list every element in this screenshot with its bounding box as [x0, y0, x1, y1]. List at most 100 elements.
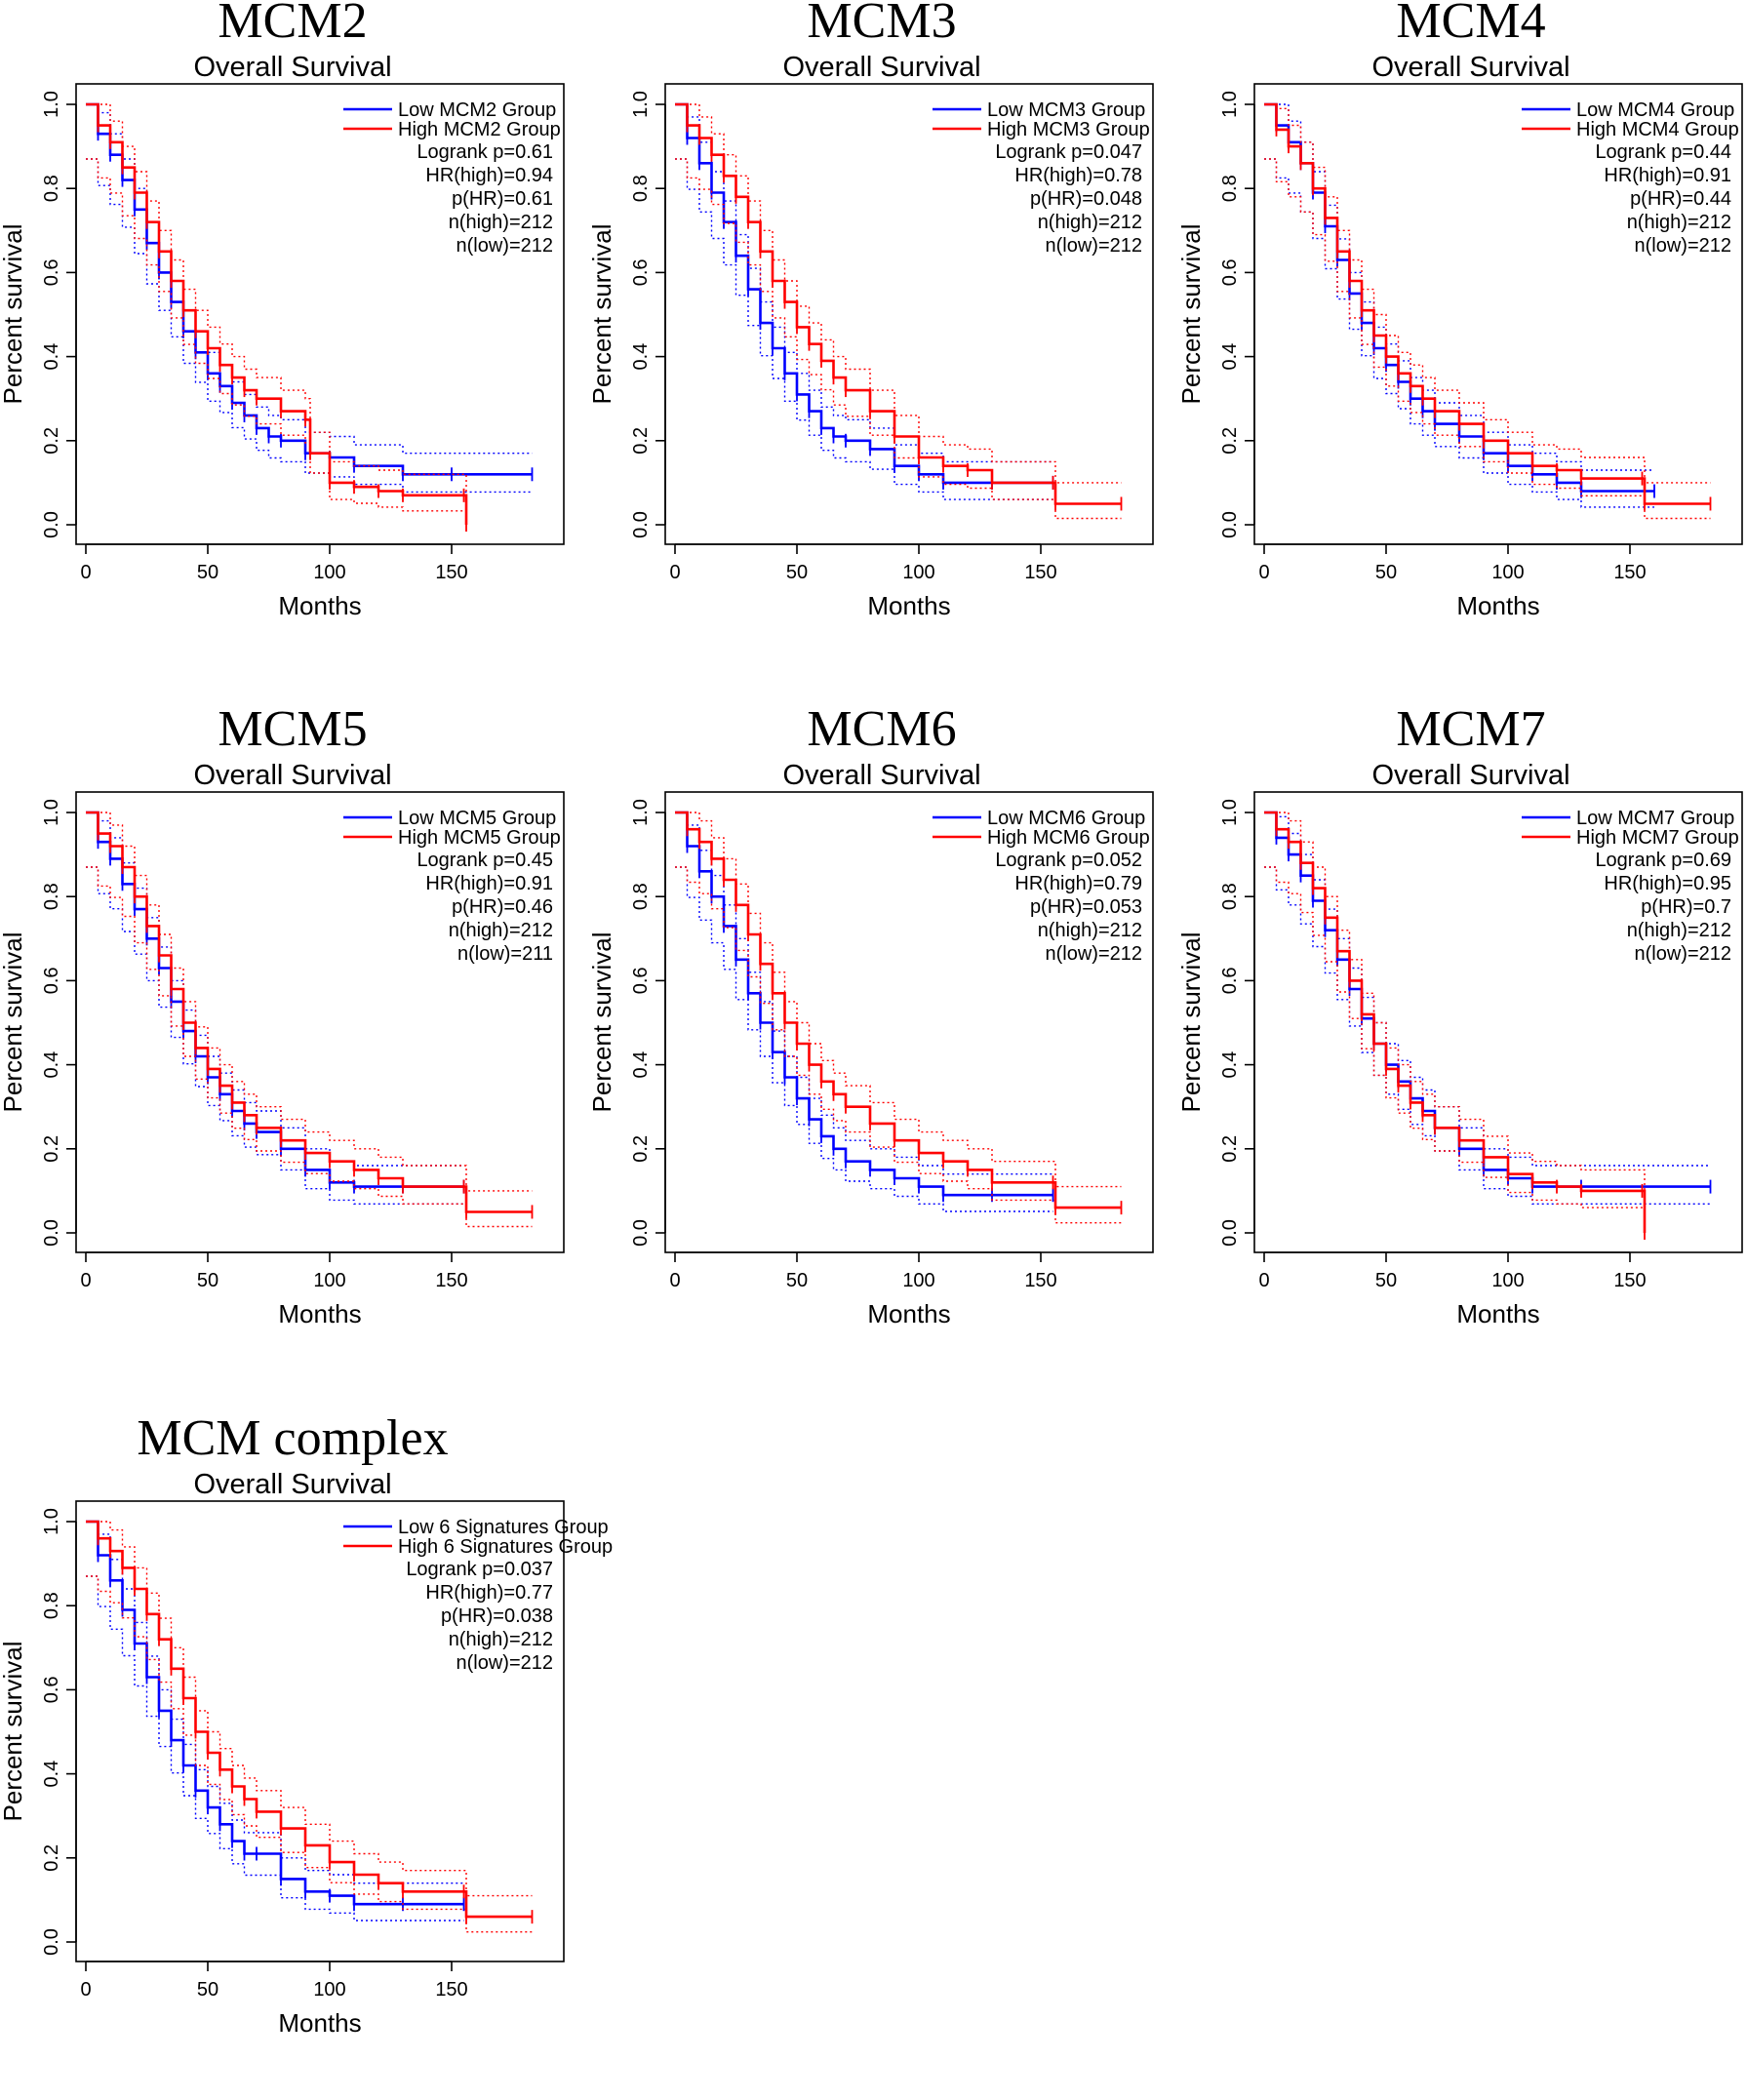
y-tick-label: 0.4 — [41, 343, 62, 371]
stat-label: Logrank p=0.69 — [1595, 850, 1731, 871]
y-tick-label: 0.6 — [41, 258, 62, 286]
y-tick-label: 1.0 — [630, 799, 652, 826]
y-tick-label: 0.2 — [41, 1844, 62, 1872]
survival-curve-high-mcm7-group — [1264, 811, 1647, 1233]
y-tick-label: 0.4 — [630, 1051, 652, 1079]
x-axis-label: Months — [867, 591, 950, 620]
y-tick-label: 0.2 — [41, 427, 62, 455]
stat-label: n(low)=212 — [1634, 943, 1731, 965]
x-axis-label: Months — [278, 2008, 361, 2038]
legend-label: High MCM5 Group — [398, 827, 561, 849]
y-axis-label: Percent survival — [587, 932, 616, 1113]
stat-label: n(high)=212 — [449, 1629, 553, 1650]
y-tick-label: 0.8 — [41, 175, 62, 202]
gene-title: MCM5 — [218, 701, 367, 757]
survival-curve-high-mcm6-group — [675, 811, 1122, 1209]
y-tick-label: 0.2 — [1219, 427, 1241, 455]
x-tick-label: 100 — [313, 1270, 345, 1291]
lower-ci-low-mcm5-group — [86, 866, 464, 1205]
km-panel-mcm5: MCM5 Overall Survival 0 50 100 150 Months 0.0 0.… — [0, 701, 585, 1391]
x-tick-label: 150 — [435, 562, 467, 583]
km-panel-mcm6: MCM6 Overall Survival 0 50 100 150 Months 0.0 0.… — [587, 701, 1174, 1391]
stat-label: p(HR)=0.7 — [1641, 896, 1731, 918]
y-tick-label: 0.0 — [630, 1219, 652, 1247]
y-tick-label: 0.0 — [630, 511, 652, 538]
x-axis-label: Months — [278, 1299, 361, 1328]
y-tick-label: 0.2 — [630, 1135, 652, 1163]
stat-label: n(low)=212 — [456, 235, 553, 257]
upper-ci-low-mcm5-group — [86, 812, 464, 1167]
legend-label: High MCM6 Group — [987, 827, 1150, 849]
legend-label: High MCM4 Group — [1576, 119, 1739, 140]
stat-label: HR(high)=0.94 — [425, 165, 553, 186]
legend-label: High 6 Signatures Group — [398, 1536, 613, 1558]
survival-curve-high-mcm2-group — [86, 102, 468, 525]
y-tick-label: 0.4 — [41, 1051, 62, 1079]
y-tick-label: 0.6 — [41, 967, 62, 994]
y-tick-label: 1.0 — [41, 1508, 62, 1535]
legend-label: Low MCM4 Group — [1576, 99, 1734, 121]
stat-label: n(high)=212 — [1627, 212, 1731, 233]
y-axis-label: Percent survival — [0, 224, 27, 405]
y-tick-label: 1.0 — [630, 91, 652, 118]
y-tick-label: 0.8 — [41, 1592, 62, 1619]
y-tick-label: 0.6 — [1219, 258, 1241, 286]
legend-label: Low MCM7 Group — [1576, 808, 1734, 829]
stat-label: n(high)=212 — [1038, 920, 1142, 941]
y-tick-label: 0.6 — [41, 1676, 62, 1703]
stat-label: p(HR)=0.61 — [452, 188, 553, 210]
y-tick-label: 0.2 — [1219, 1135, 1241, 1163]
y-tick-label: 1.0 — [1219, 799, 1241, 826]
y-tick-label: 0.4 — [630, 343, 652, 371]
upper-ci-high-mcm6-group — [675, 812, 1122, 1188]
y-axis-label: Percent survival — [1176, 932, 1206, 1113]
gene-title: MCM3 — [807, 0, 956, 49]
legend-label: Low MCM3 Group — [987, 99, 1145, 121]
legend-label: High MCM7 Group — [1576, 827, 1739, 849]
y-tick-label: 0.2 — [630, 427, 652, 455]
x-tick-label: 100 — [313, 562, 345, 583]
km-panel-mcm7: MCM7 Overall Survival 0 50 100 150 Months 0.0 0.… — [1176, 701, 1747, 1391]
stat-label: Logrank p=0.037 — [406, 1559, 553, 1580]
x-axis-label: Months — [1456, 591, 1539, 620]
x-tick-label: 50 — [1375, 1270, 1397, 1291]
y-tick-label: 0.8 — [630, 175, 652, 202]
gene-title: MCM7 — [1396, 701, 1545, 757]
stat-label: Logrank p=0.052 — [995, 850, 1142, 871]
y-tick-label: 0.6 — [630, 967, 652, 994]
chart-title: Overall Survival — [782, 52, 980, 83]
stat-label: n(low)=212 — [456, 1652, 553, 1674]
stat-label: Logrank p=0.44 — [1595, 141, 1731, 163]
stat-label: HR(high)=0.95 — [1604, 873, 1731, 894]
stat-label: HR(high)=0.91 — [1604, 165, 1731, 186]
stat-label: n(low)=212 — [1045, 235, 1142, 257]
gene-title: MCM6 — [807, 701, 956, 757]
lower-ci-high-mcm7-group — [1264, 866, 1646, 1233]
chart-title: Overall Survival — [782, 760, 980, 791]
stat-label: n(low)=212 — [1045, 943, 1142, 965]
x-tick-label: 50 — [197, 1270, 218, 1291]
chart-title: Overall Survival — [193, 760, 391, 791]
upper-ci-high-mcm4-group — [1264, 103, 1711, 484]
stat-label: n(high)=212 — [449, 212, 553, 233]
chart-title: Overall Survival — [1371, 760, 1569, 791]
series-high-mcm6-group — [675, 811, 1123, 1224]
y-axis-label: Percent survival — [0, 932, 27, 1113]
series-high-mcm7-group — [1264, 811, 1647, 1240]
stat-label: n(high)=212 — [1627, 920, 1731, 941]
stat-label: Logrank p=0.45 — [417, 850, 553, 871]
y-tick-label: 0.6 — [630, 258, 652, 286]
y-axis-label: Percent survival — [0, 1642, 27, 1822]
km-figure: MCM2 Overall Survival 0 50 100 150 Months 0.0 0.… — [0, 0, 1747, 2038]
y-tick-label: 0.6 — [1219, 967, 1241, 994]
y-tick-label: 0.2 — [41, 1135, 62, 1163]
gene-title: MCM complex — [137, 1410, 448, 1466]
x-axis-label: Months — [867, 1299, 950, 1328]
lower-ci-high-6-signatures-group — [86, 1575, 533, 1933]
chart-title: Overall Survival — [193, 52, 391, 83]
y-axis-label: Percent survival — [587, 224, 616, 405]
